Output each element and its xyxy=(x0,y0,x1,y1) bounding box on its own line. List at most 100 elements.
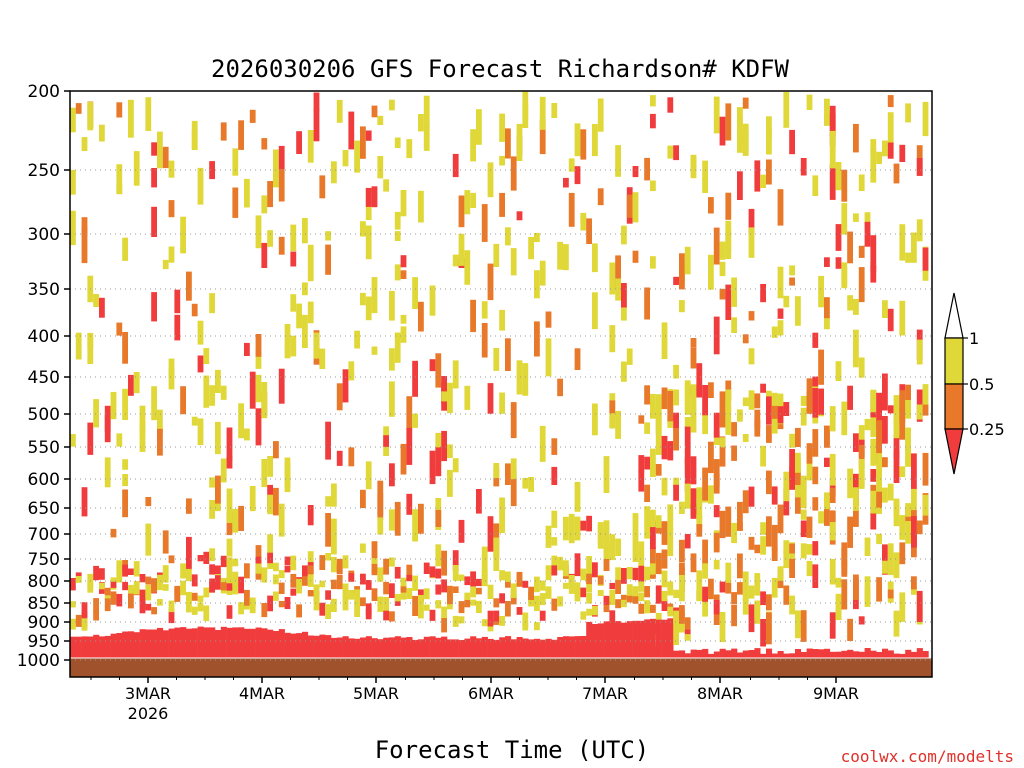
surface-layer-cell xyxy=(81,636,88,658)
heatmap-cell xyxy=(725,562,732,593)
heatmap-cell xyxy=(690,488,697,516)
heatmap-cell xyxy=(336,574,343,590)
heatmap-cell xyxy=(725,582,732,594)
heatmap-cell xyxy=(771,407,778,434)
heatmap-cell xyxy=(737,501,743,531)
heatmap-cell xyxy=(789,433,795,448)
heatmap-cell xyxy=(464,592,471,600)
heatmap-cell xyxy=(783,471,790,502)
heatmap-cell xyxy=(626,584,633,599)
heatmap-cell xyxy=(157,599,163,606)
heatmap-cell xyxy=(296,578,302,594)
heatmap-cell xyxy=(789,558,795,578)
surface-layer-cell xyxy=(296,633,303,658)
heatmap-cell xyxy=(273,562,279,572)
heatmap-cell xyxy=(505,463,511,485)
heatmap-cell xyxy=(661,477,668,496)
heatmap-cell xyxy=(325,590,331,600)
y-tick-label: 950 xyxy=(28,632,60,652)
heatmap-cell xyxy=(829,612,836,639)
surface-layer-cell xyxy=(87,636,94,658)
heatmap-cell xyxy=(916,158,923,176)
heatmap-cell xyxy=(423,562,430,574)
heatmap-cell xyxy=(812,466,819,485)
heatmap-cell xyxy=(162,584,169,591)
heatmap-cell xyxy=(476,600,482,613)
heatmap-cell xyxy=(261,242,268,268)
heatmap-cell xyxy=(754,393,761,409)
heatmap-cell xyxy=(876,392,882,428)
surface-layer-cell xyxy=(679,650,686,658)
surface-layer-cell xyxy=(754,648,761,658)
heatmap-cell xyxy=(186,498,192,514)
heatmap-cell xyxy=(731,277,737,307)
heatmap-cell xyxy=(394,501,401,536)
heatmap-cell xyxy=(621,361,627,382)
heatmap-cell xyxy=(139,589,146,605)
heatmap-cell xyxy=(499,192,505,217)
heatmap-cell xyxy=(899,390,906,422)
heatmap-cell xyxy=(464,190,471,215)
heatmap-cell xyxy=(447,382,453,414)
heatmap-cell xyxy=(400,577,407,587)
heatmap-cell xyxy=(737,553,743,579)
heatmap-cell xyxy=(650,509,656,528)
heatmap-cell xyxy=(603,456,610,493)
heatmap-cell xyxy=(684,382,691,415)
heatmap-cell xyxy=(742,334,749,344)
surface-layer-cell xyxy=(771,653,778,658)
heatmap-cell xyxy=(319,348,326,369)
surface-layer-cell xyxy=(870,650,877,658)
heatmap-cell xyxy=(661,322,668,359)
heatmap-cell xyxy=(731,604,737,627)
color-legend: 0.25 0.5 1 xyxy=(944,292,1005,475)
heatmap-cell xyxy=(87,573,94,583)
heatmap-cell xyxy=(186,596,192,613)
heatmap-cell xyxy=(255,349,262,369)
heatmap-cell xyxy=(812,429,819,457)
heatmap-cell xyxy=(679,539,685,563)
heatmap-cell xyxy=(215,421,221,455)
heatmap-cell xyxy=(296,303,302,329)
heatmap-cell xyxy=(145,523,152,556)
heatmap-cell xyxy=(841,169,848,202)
heatmap-cell xyxy=(783,585,790,605)
heatmap-cell xyxy=(638,415,645,424)
heatmap-cell xyxy=(487,383,494,414)
heatmap-cell xyxy=(887,112,894,147)
heatmap-cell xyxy=(261,382,268,419)
heatmap-cell xyxy=(394,264,401,281)
heatmap-cell xyxy=(452,458,459,473)
heatmap-cell xyxy=(528,586,534,600)
heatmap-cell xyxy=(702,539,708,569)
heatmap-cell xyxy=(679,501,685,514)
heatmap-cell xyxy=(510,583,517,598)
heatmap-cell xyxy=(742,490,749,514)
heatmap-cell xyxy=(278,570,285,579)
surface-layer-cell xyxy=(244,628,251,658)
surface-layer-cell xyxy=(447,639,454,658)
surface-layer-cell xyxy=(731,648,738,658)
heatmap-cell xyxy=(853,487,859,511)
heatmap-cell xyxy=(655,464,662,476)
heatmap-cell xyxy=(882,140,888,157)
heatmap-cell xyxy=(870,490,877,514)
surface-layer-cell xyxy=(133,632,140,658)
heatmap-cell xyxy=(70,169,76,195)
heatmap-cell xyxy=(522,580,529,588)
heatmap-cell xyxy=(481,301,488,319)
heatmap-cell xyxy=(273,441,279,459)
heatmap-cell xyxy=(203,551,210,564)
heatmap-cell xyxy=(278,368,285,404)
heatmap-cell xyxy=(278,169,285,202)
heatmap-cell xyxy=(93,610,99,621)
heatmap-cell xyxy=(476,578,482,587)
heatmap-cell xyxy=(70,210,76,246)
heatmap-cell xyxy=(168,358,175,377)
heatmap-cell xyxy=(360,597,366,607)
heatmap-cell xyxy=(534,270,540,299)
heatmap-cell xyxy=(731,317,737,333)
heatmap-cell xyxy=(661,549,668,569)
heatmap-cell xyxy=(365,130,372,141)
heatmap-cell xyxy=(592,243,598,273)
